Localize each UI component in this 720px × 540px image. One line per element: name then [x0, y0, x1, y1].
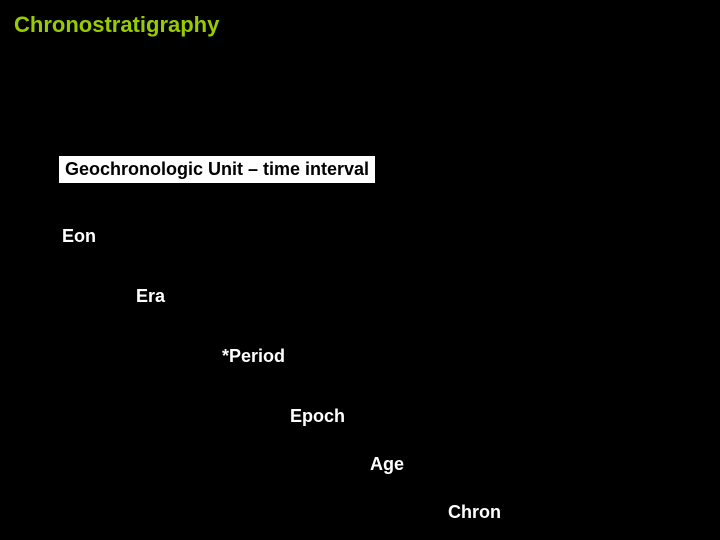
hierarchy-level: *Period [222, 346, 285, 367]
hierarchy-level: Epoch [290, 406, 345, 427]
hierarchy-level: Chron [448, 502, 501, 523]
hierarchy-level: Eon [62, 226, 96, 247]
page-title: Chronostratigraphy [14, 12, 219, 38]
hierarchy-level: Era [136, 286, 165, 307]
hierarchy-level: Age [370, 454, 404, 475]
subtitle-box: Geochronologic Unit – time interval [58, 155, 376, 184]
